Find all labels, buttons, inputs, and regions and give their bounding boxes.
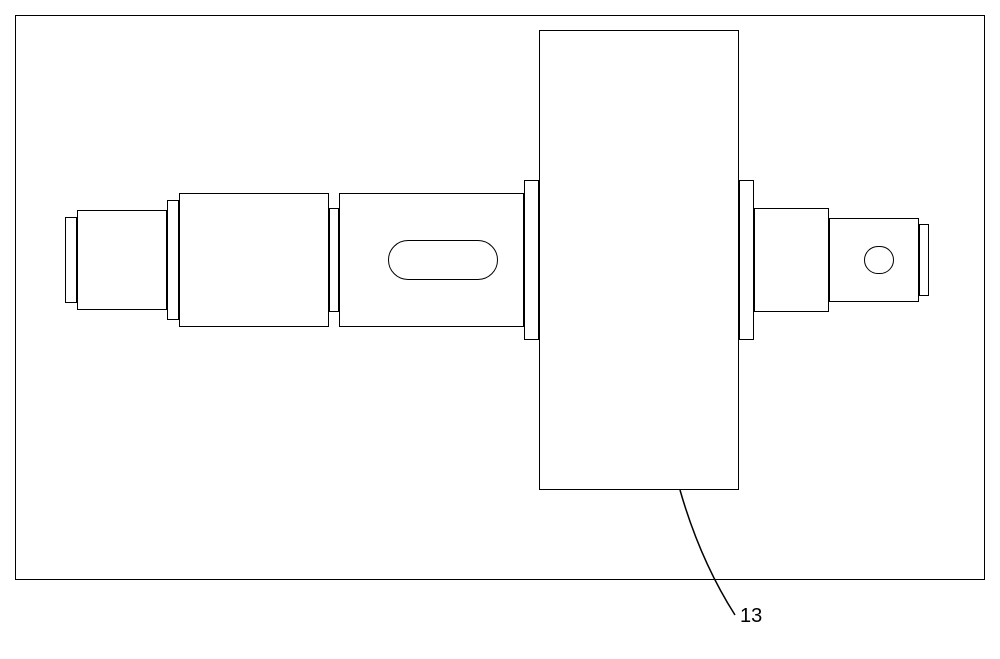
left-mid-shaft	[179, 193, 329, 327]
main-disc	[539, 30, 739, 490]
left-end-tip	[65, 217, 77, 303]
flange-shoulder-right	[739, 180, 754, 340]
part-label-13: 13	[740, 605, 762, 628]
flange-shoulder-left	[524, 180, 539, 340]
center-keyway	[388, 240, 498, 280]
left-neck	[329, 208, 339, 312]
right-end-tip	[919, 224, 929, 296]
left-mid-shoulder	[167, 200, 179, 320]
right-shaft	[754, 208, 829, 312]
right-keyway	[864, 246, 894, 274]
left-end-shaft	[77, 210, 167, 310]
